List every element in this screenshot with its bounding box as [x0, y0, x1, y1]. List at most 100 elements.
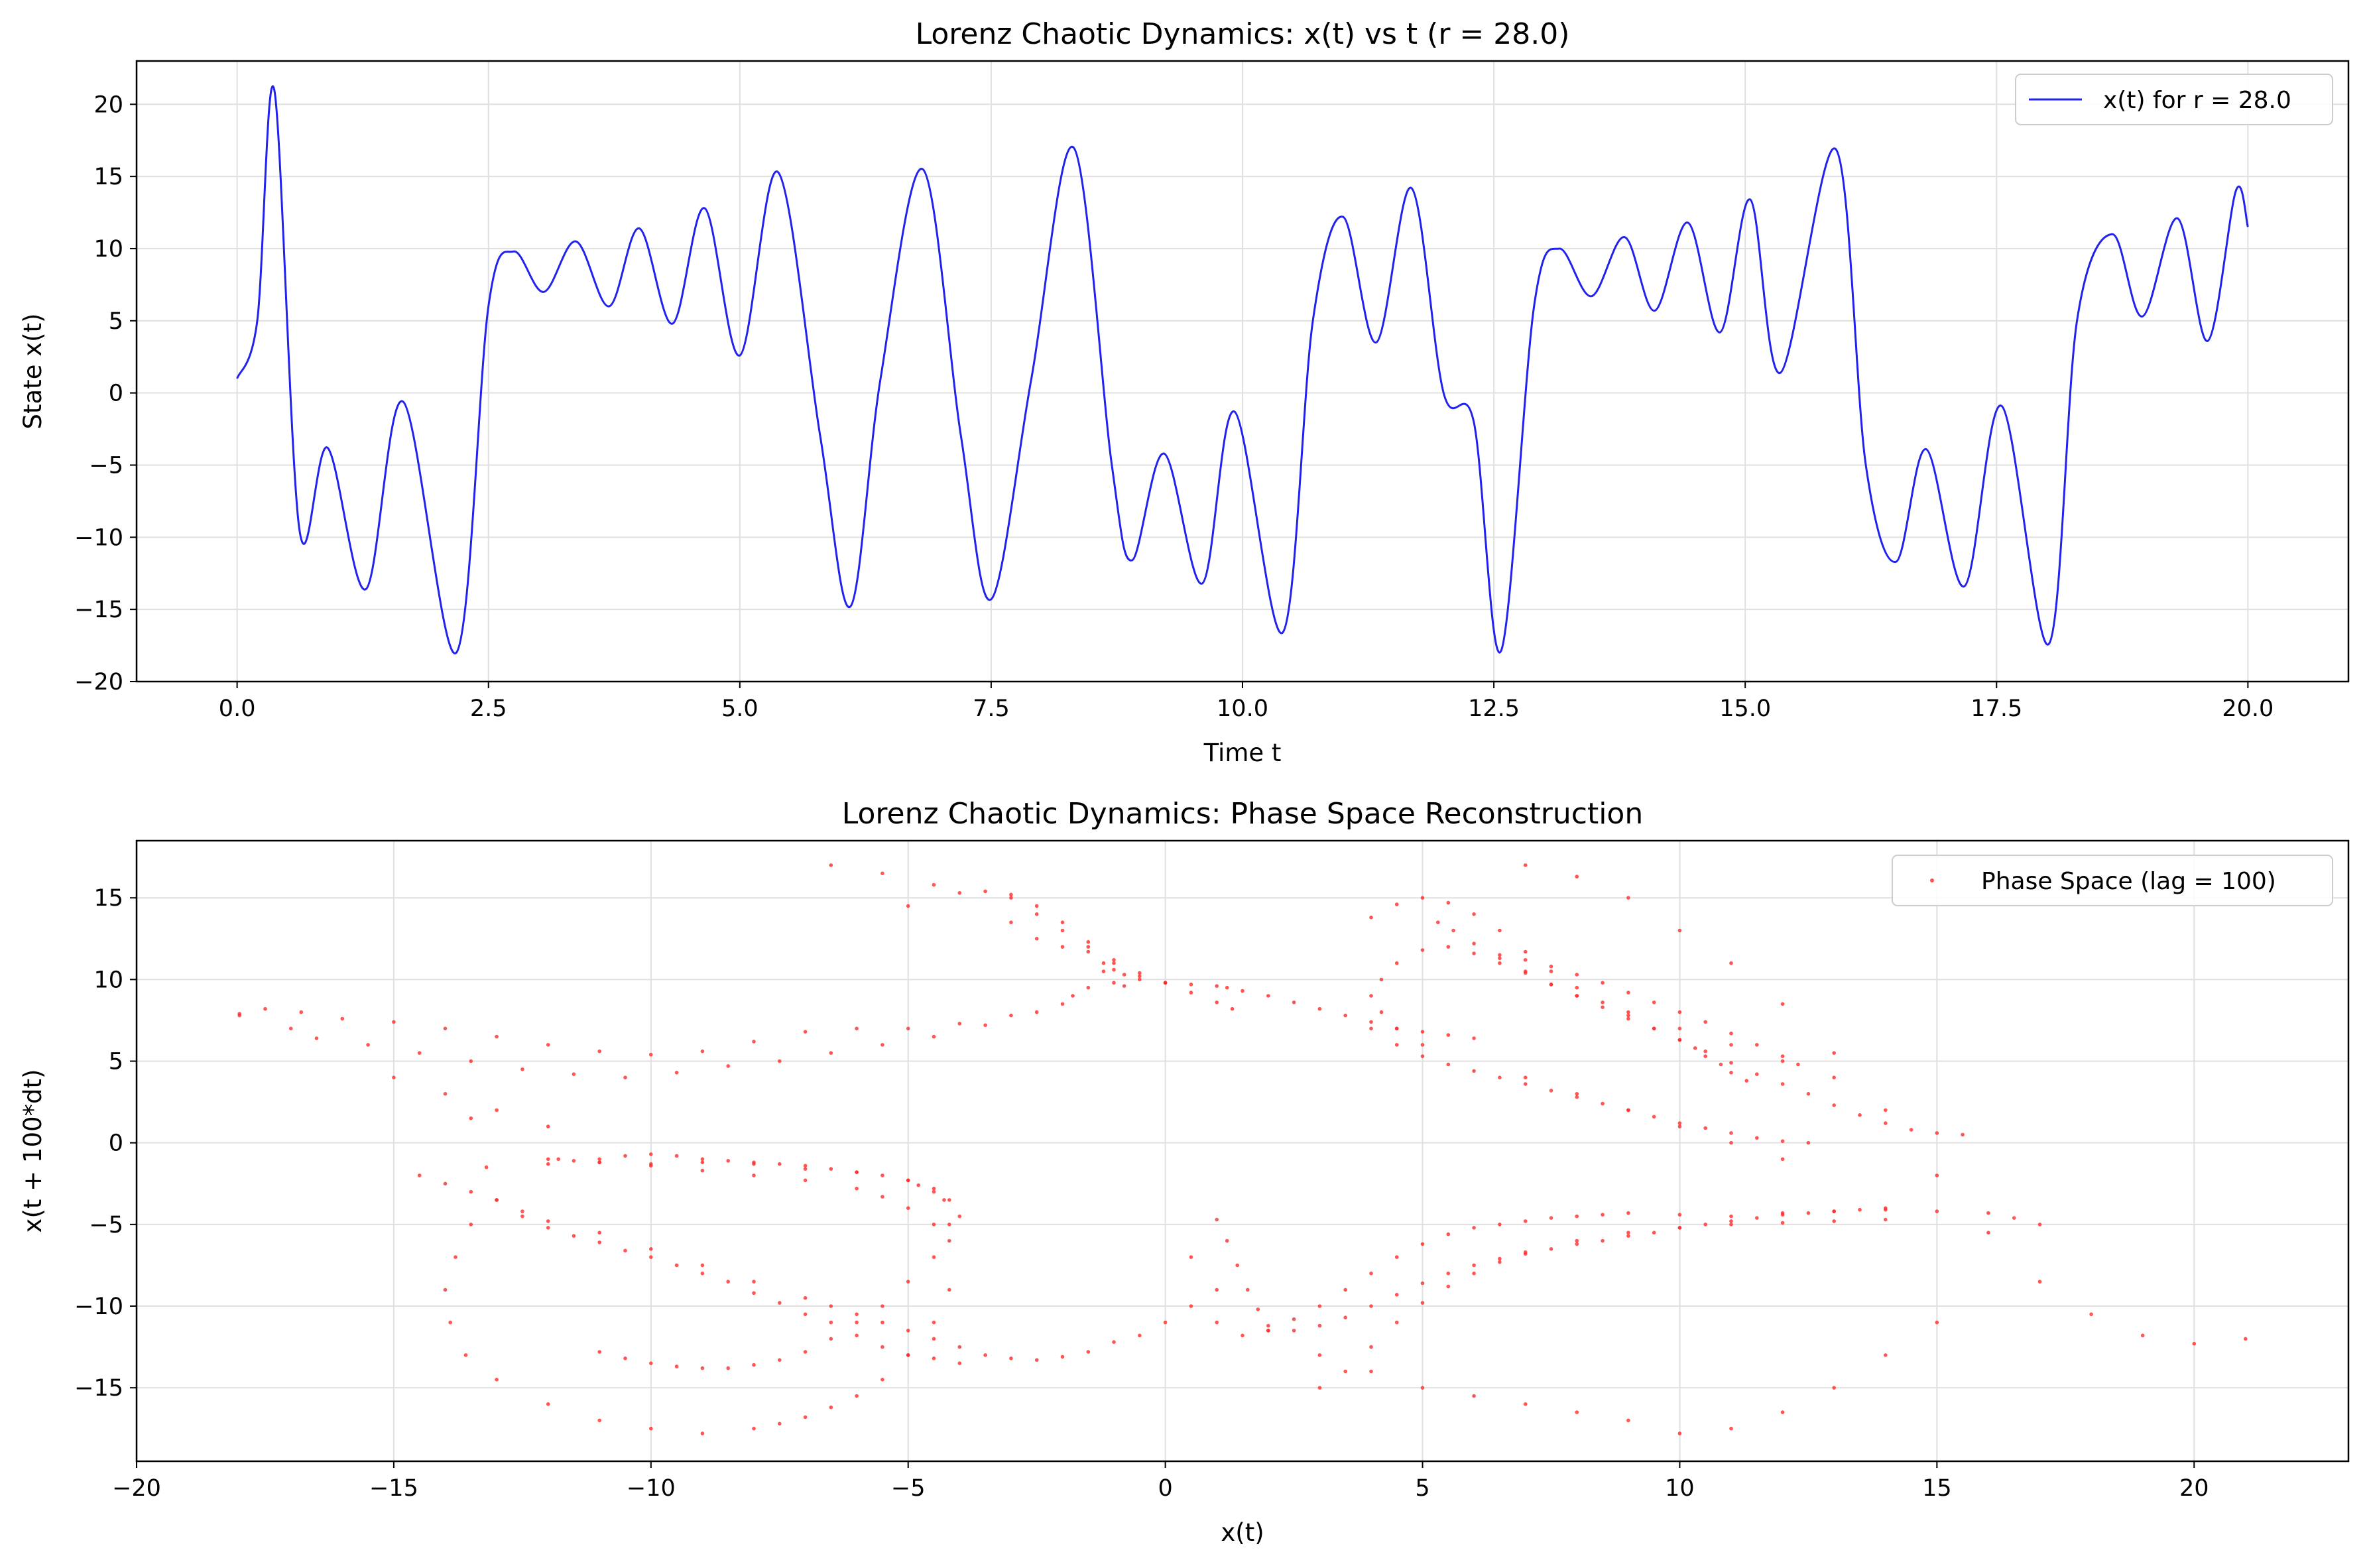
top-series-line — [236, 85, 2249, 654]
bottom-chart: −20 −15 −10 −5 0 5 10 15 20 −15 −10 −5 0 5 10 15 Loren… — [19, 797, 2350, 1547]
bottom-scatter-point — [1832, 1219, 1836, 1223]
bottom-scatter-point — [906, 904, 910, 908]
bottom-scatter-point — [803, 1178, 808, 1183]
bottom-scatter-point — [1780, 1410, 1785, 1414]
top-chart-title: Lorenz Chaotic Dynamics: x(t) vs t (r = … — [916, 17, 1570, 51]
bottom-scatter-point — [1601, 981, 1605, 985]
bottom-scatter-point — [700, 1157, 705, 1162]
bottom-scatter-point — [1755, 1136, 1759, 1140]
bottom-scatter-point — [1780, 1157, 1785, 1162]
bottom-scatter-point — [1498, 1223, 1502, 1227]
bottom-scatter-point — [803, 1296, 808, 1300]
bottom-scatter-point — [726, 1366, 730, 1370]
bottom-x-tick-label: 5 — [1415, 1475, 1429, 1502]
bottom-scatter-point — [957, 891, 962, 895]
bottom-scatter-point — [1101, 961, 1106, 965]
bottom-scatter-point — [572, 1072, 576, 1076]
bottom-scatter-point — [880, 1304, 884, 1308]
bottom-scatter-point — [1626, 991, 1630, 995]
bottom-scatter-point — [1446, 900, 1451, 905]
bottom-scatter-point — [855, 1170, 859, 1174]
bottom-scatter-point — [916, 1183, 920, 1187]
bottom-scatter-point — [495, 1378, 499, 1382]
bottom-scatter-point — [1446, 1284, 1451, 1289]
bottom-scatter-point — [1122, 984, 1126, 988]
bottom-scatter-point — [932, 1223, 936, 1227]
bottom-scatter-point — [880, 1378, 884, 1382]
bottom-scatter-point — [1394, 1026, 1399, 1031]
top-y-tick-label: −20 — [74, 669, 123, 695]
bottom-scatter-point — [1343, 1013, 1347, 1018]
top-grid — [137, 61, 2348, 682]
bottom-scatter-point — [649, 1426, 653, 1431]
bottom-scatter-point — [1677, 1124, 1682, 1128]
bottom-scatter-point — [572, 1159, 576, 1163]
bottom-scatter-point — [803, 1164, 808, 1168]
bottom-scatter-point — [1601, 1000, 1605, 1004]
bottom-legend-box — [1892, 855, 2333, 906]
bottom-scatter-point — [1832, 1386, 1836, 1390]
bottom-scatter-point — [1832, 1051, 1836, 1055]
bottom-scatter-point — [906, 1280, 910, 1284]
bottom-scatter-point — [1935, 1209, 1939, 1213]
bottom-scatter-point — [1225, 1238, 1229, 1243]
bottom-scatter-point — [1626, 1234, 1630, 1238]
bottom-scatter-point — [1034, 1358, 1039, 1362]
bottom-scatter-point — [1394, 1320, 1399, 1325]
bottom-x-tick-label: −15 — [369, 1475, 418, 1502]
bottom-scatter-point — [1112, 958, 1116, 962]
bottom-scatter-point — [1472, 1036, 1476, 1040]
bottom-scatter-point — [1369, 1304, 1373, 1308]
bottom-scatter-point — [1575, 1242, 1579, 1246]
bottom-scatter-point — [1523, 958, 1528, 962]
bottom-scatter-point — [1317, 1304, 1322, 1308]
top-x-axis-label: Time t — [1203, 739, 1282, 767]
bottom-scatter-point — [392, 1020, 396, 1024]
bottom-scatter-point — [1858, 1113, 1862, 1117]
bottom-scatter-point — [556, 1157, 560, 1162]
bottom-scatter-point — [484, 1165, 489, 1170]
bottom-scatter-point — [1677, 1121, 1682, 1125]
bottom-scatter-point — [1498, 1256, 1502, 1261]
bottom-scatter-point — [855, 1394, 859, 1398]
bottom-scatter-point — [1071, 994, 1075, 998]
bottom-scatter-point — [1034, 904, 1039, 908]
bottom-scatter-point — [1703, 1126, 1707, 1130]
bottom-scatter-point — [752, 1040, 756, 1044]
bottom-scatter-point — [752, 1174, 756, 1177]
bottom-scatter-point — [1472, 912, 1476, 916]
bottom-scatter-point — [726, 1159, 730, 1163]
bottom-scatter-point — [880, 1043, 884, 1047]
top-x-tick-label: 17.5 — [1971, 695, 2022, 722]
bottom-scatter-point — [1292, 1329, 1296, 1333]
bottom-chart-title: Lorenz Chaotic Dynamics: Phase Space Rec… — [842, 797, 1643, 831]
bottom-scatter-point — [417, 1174, 422, 1177]
bottom-scatter-point — [1729, 1071, 1733, 1075]
bottom-scatter-point — [1744, 1079, 1749, 1083]
bottom-scatter-point — [340, 1016, 345, 1021]
bottom-scatter-point — [1832, 1103, 1836, 1107]
bottom-scatter-point — [1086, 1350, 1091, 1354]
bottom-scatter-point — [1420, 1301, 1425, 1305]
bottom-scatter-point — [495, 1034, 499, 1039]
bottom-scatter-point — [1446, 1033, 1451, 1037]
bottom-scatter-point — [1394, 1043, 1399, 1047]
bottom-scatter-point — [1677, 1213, 1682, 1217]
bottom-scatter-point — [1729, 1219, 1733, 1223]
bottom-scatter-point — [880, 1174, 884, 1177]
bottom-scatter-point — [299, 1010, 304, 1014]
bottom-scatter-point — [778, 1301, 782, 1305]
bottom-scatter-point — [726, 1064, 730, 1068]
bottom-scatter-point — [1246, 1288, 1250, 1292]
bottom-scatter-point — [752, 1280, 756, 1284]
top-x-tick-label: 0.0 — [219, 695, 256, 722]
top-y-ticks: −20 −15 −10 −5 0 5 10 15 20 — [74, 91, 137, 695]
bottom-x-axis-label: x(t) — [1221, 1518, 1264, 1547]
bottom-scatter-point — [623, 1154, 627, 1158]
bottom-scatter-point — [1755, 1216, 1759, 1220]
bottom-scatter-point — [957, 1022, 962, 1026]
bottom-scatter-point — [649, 1255, 653, 1259]
bottom-scatter-point — [700, 1366, 705, 1370]
bottom-scatter-point — [649, 1361, 653, 1365]
bottom-scatter-point — [1884, 1353, 1888, 1357]
